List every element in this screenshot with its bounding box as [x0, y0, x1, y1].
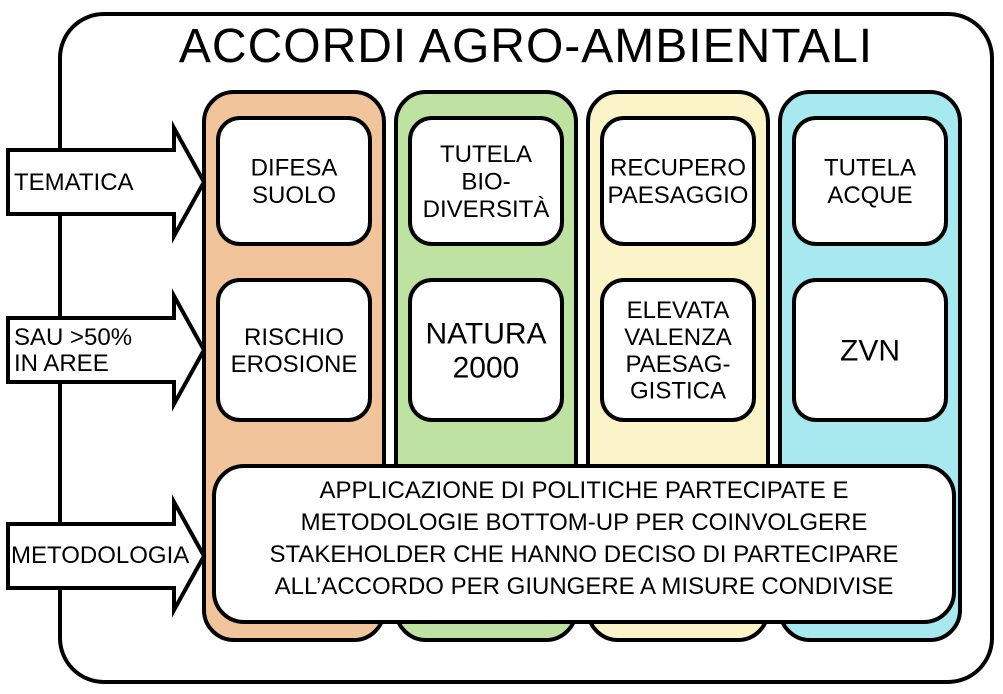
col-acque-row2-label: ZVN	[840, 335, 900, 368]
col-paesaggio-row2-label: ELEVATA	[627, 297, 730, 324]
col-paesaggio-row2-label: PAESAG-	[626, 351, 731, 378]
col-biodiv-row1-label: DIVERSITÀ	[423, 196, 550, 223]
arrow-metodologia-label: METODOLOGIA	[11, 542, 189, 569]
col-difesa-row1-label: DIFESA	[251, 155, 338, 182]
col-difesa-row1-label: SUOLO	[252, 182, 336, 209]
methodology-text: STAKEHOLDER CHE HANNO DECISO DI PARTECIP…	[269, 541, 898, 568]
arrow-tematica-label: TEMATICA	[14, 169, 134, 196]
col-paesaggio-row2-label: GISTICA	[630, 378, 726, 405]
col-biodiv-row2-label: NATURA	[425, 318, 546, 351]
methodology-text: METODOLOGIE BOTTOM-UP PER COINVOLGERE	[301, 509, 868, 536]
methodology-text: ALL’ACCORDO PER GIUNGERE A MISURE CONDIV…	[275, 573, 894, 600]
col-difesa-row2-label: EROSIONE	[231, 351, 358, 378]
col-paesaggio-row1-label: PAESAGGIO	[608, 182, 749, 209]
diagram-title: ACCORDI AGRO-AMBIENTALI	[179, 20, 873, 73]
col-biodiv-row1-label: TUTELA	[440, 141, 532, 168]
col-paesaggio-row1-label: RECUPERO	[610, 155, 746, 182]
col-biodiv-row1-label: BIO-	[461, 168, 510, 195]
col-biodiv-row2-label: 2000	[453, 351, 520, 384]
col-paesaggio-row2-label: VALENZA	[624, 324, 732, 351]
arrow-sau-label: IN AREE	[14, 350, 109, 377]
col-acque-row1-label: ACQUE	[827, 182, 912, 209]
col-acque-row1-label: TUTELA	[824, 155, 916, 182]
col-difesa-row2-label: RISCHIO	[244, 324, 344, 351]
arrow-sau-label: SAU >50%	[14, 324, 132, 351]
methodology-text: APPLICAZIONE DI POLITICHE PARTECIPATE E	[319, 477, 848, 504]
